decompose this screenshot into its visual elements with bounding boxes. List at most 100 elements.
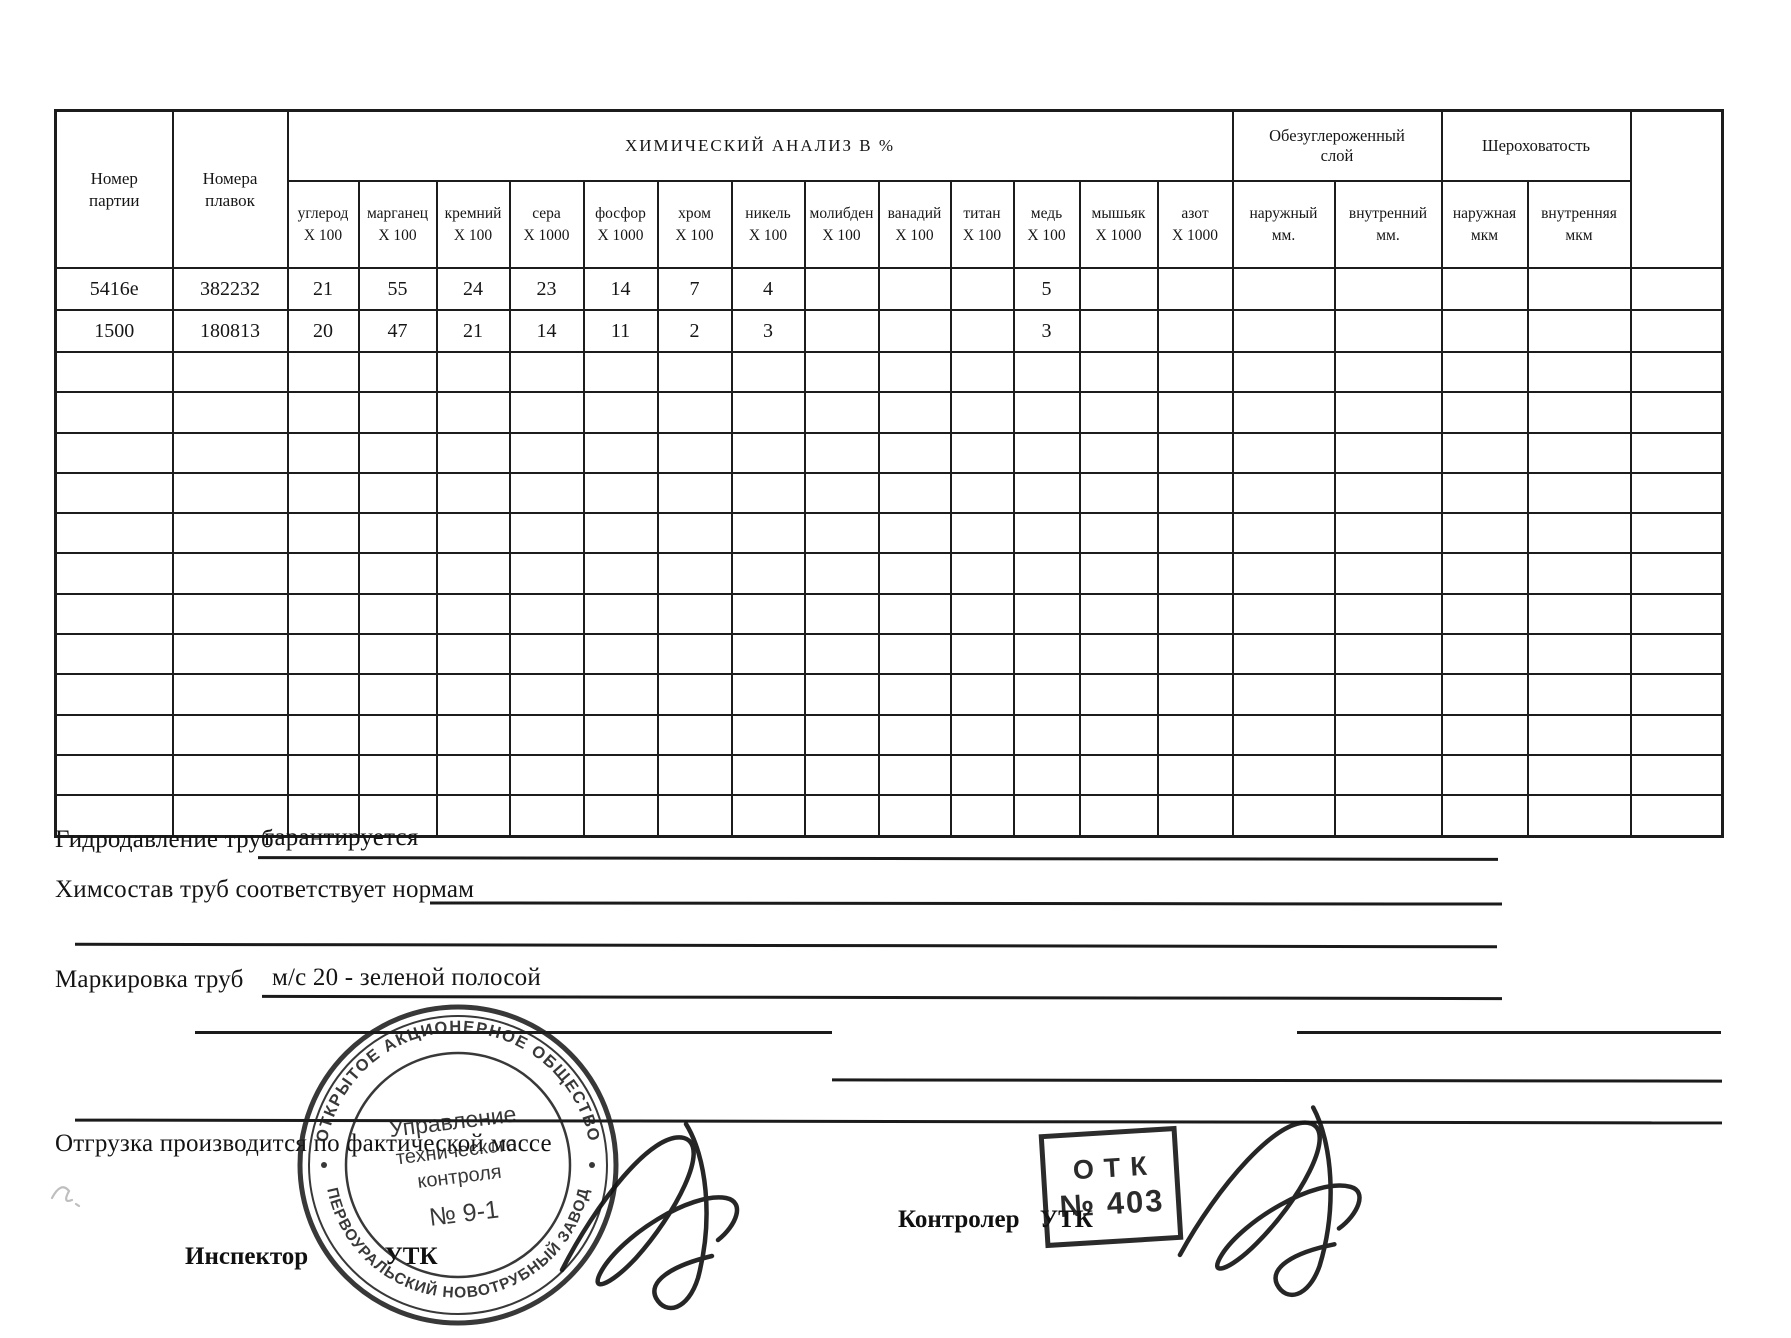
chem-column-header: мышьяк X 1000 [1078, 180, 1159, 269]
chem-column-header-name: фосфор [595, 204, 646, 222]
chem-column-header-name: медь [1030, 204, 1063, 222]
chem-column-header-unit: X 100 [748, 226, 788, 244]
table-cell [508, 512, 585, 555]
chem-column-header-unit: X 100 [675, 226, 714, 244]
table-cell [435, 673, 511, 716]
table-cell [1333, 552, 1443, 595]
table-cell [1629, 794, 1724, 838]
table-cell [357, 633, 438, 676]
table-cell [877, 267, 952, 311]
table-cell [656, 753, 733, 797]
table-cell: 23 [508, 267, 585, 311]
table-cell [730, 713, 806, 756]
table-cell [286, 633, 360, 676]
table-cell [1078, 350, 1159, 394]
table-cell [1629, 673, 1724, 716]
rule-line [257, 856, 1499, 861]
table-cell: 2 [656, 309, 733, 353]
table-cell [1526, 552, 1632, 595]
table-cell [803, 431, 880, 474]
chem-column-header-name: кремний [444, 204, 502, 222]
chem-column-header: марганец X 100 [357, 180, 438, 269]
header-roughness-group: Шероховатость [1440, 109, 1632, 182]
table-cell [357, 431, 438, 474]
table-cell [171, 431, 289, 474]
table-cell [582, 512, 659, 555]
table-cell [1231, 794, 1336, 838]
controller-signature [1158, 1092, 1380, 1302]
table-cell [54, 471, 174, 515]
table-cell [1231, 713, 1336, 756]
table-cell [1440, 592, 1529, 636]
chem-column-header-unit: X 1000 [1171, 226, 1219, 244]
table-cell [1333, 673, 1443, 716]
table-cell [286, 713, 360, 756]
table-cell [582, 794, 659, 838]
table-cell [1078, 309, 1159, 353]
table-cell [949, 267, 1015, 311]
table-cell [286, 391, 360, 434]
table-cell [171, 512, 289, 555]
table-cell [1012, 391, 1081, 434]
field-label-chem-composition: Химсостав труб соответствует нормам [55, 876, 475, 903]
table-cell [1012, 633, 1081, 676]
table-cell [357, 713, 438, 756]
table-cell [656, 350, 733, 394]
table-cell [1231, 391, 1336, 434]
table-cell [171, 391, 289, 434]
table-cell [286, 753, 360, 797]
table-cell [730, 753, 806, 797]
table-row-empty [54, 713, 1724, 756]
table-cell: 3 [730, 309, 806, 353]
chem-column-header-name: молибден [809, 204, 874, 222]
table-cell [1156, 633, 1234, 676]
table-cell [286, 431, 360, 474]
table-row-empty [54, 794, 1724, 838]
table-cell [1078, 552, 1159, 595]
table-cell [803, 391, 880, 434]
table-cell [1526, 713, 1632, 756]
table-cell [1231, 431, 1336, 474]
table-cell [803, 794, 880, 838]
table-cell: 5416е [54, 267, 174, 311]
table-cell [1333, 512, 1443, 555]
table-cell [730, 350, 806, 394]
table-cell [1526, 471, 1632, 515]
table-row-empty [54, 471, 1724, 515]
table-cell: 1500 [54, 309, 174, 353]
round-stamp-graphic: ОТКРЫТОЕ АКЦИОНЕРНОЕ ОБЩЕСТВО ПЕРВОУРАЛЬ… [297, 1004, 619, 1326]
table-row-empty [54, 552, 1724, 595]
table-cell [1012, 471, 1081, 515]
table-cell [949, 753, 1015, 797]
table-cell [1231, 267, 1336, 311]
table-cell [949, 673, 1015, 716]
table-cell [1078, 713, 1159, 756]
table-cell [582, 350, 659, 394]
table-cell [949, 794, 1015, 838]
table-cell [1231, 552, 1336, 595]
field-label-marking: Маркировка труб [55, 966, 244, 993]
table-cell [1012, 350, 1081, 394]
table-cell [357, 391, 438, 434]
table-cell [949, 552, 1015, 595]
chem-column-header: кремний X 100 [435, 180, 511, 269]
table-row-empty [54, 431, 1724, 474]
table-cell [171, 794, 289, 838]
table-cell [1333, 633, 1443, 676]
table-cell [435, 350, 511, 394]
table-cell [286, 794, 360, 838]
table-cell [1156, 267, 1234, 311]
chem-column-header-name: азот [1181, 204, 1209, 222]
table-cell [877, 794, 952, 838]
header-chemical-analysis-group: ХИМИЧЕСКИЙ АНАЛИЗ В % [286, 109, 1234, 182]
decarb-column-header-unit: мм. [1271, 226, 1296, 244]
table-cell [1440, 512, 1529, 555]
round-stamp-line-4: № 9-1 [428, 1195, 501, 1231]
field-value-hydro-pressure: гарантируется [264, 824, 419, 851]
table-cell [435, 794, 511, 838]
table-cell [803, 753, 880, 797]
chem-column-header: титан X 100 [949, 180, 1015, 269]
table-cell [877, 552, 952, 595]
table-cell [357, 794, 438, 838]
table-cell [803, 713, 880, 756]
